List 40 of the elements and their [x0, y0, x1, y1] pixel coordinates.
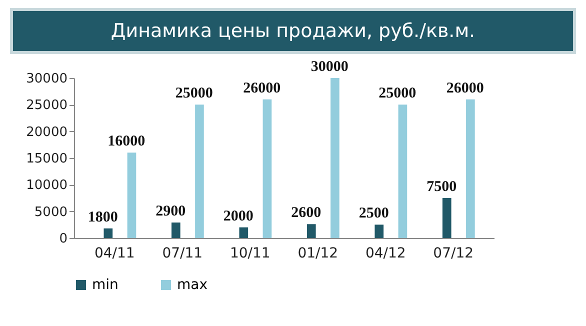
- legend-label: min: [92, 277, 118, 293]
- x-tick-label: 04/12: [365, 246, 406, 262]
- bar: [239, 227, 248, 238]
- bar: [262, 99, 272, 238]
- data-label: 2900: [156, 204, 186, 220]
- data-label: 25000: [378, 86, 416, 102]
- bar: [442, 198, 452, 238]
- data-label: 2600: [291, 205, 322, 222]
- x-tick-label: 07/12: [433, 246, 474, 262]
- bar: [398, 104, 408, 238]
- y-tick-label: 0: [59, 232, 68, 246]
- bar: [127, 152, 136, 238]
- data-label: 26000: [243, 80, 281, 96]
- data-label: 26000: [446, 80, 484, 96]
- bar: [195, 104, 204, 238]
- y-tick-label: 30000: [26, 72, 68, 86]
- y-tick-label: 20000: [26, 124, 68, 140]
- x-tick-label: 07/11: [162, 246, 203, 262]
- data-label: 1800: [88, 209, 118, 226]
- bar: [171, 222, 180, 238]
- x-tick-label: 10/11: [230, 246, 270, 262]
- bar: [306, 224, 316, 238]
- bar: [374, 224, 384, 238]
- bar: [104, 228, 113, 238]
- y-tick-label: 15000: [26, 152, 68, 166]
- y-tick-label: 25000: [26, 98, 68, 114]
- x-tick-label: 04/11: [94, 246, 135, 262]
- y-tick-label: 5000: [34, 204, 68, 220]
- y-tick-label: 10000: [26, 178, 68, 194]
- bar: [466, 99, 475, 238]
- x-tick-label: 01/12: [298, 246, 338, 262]
- chart-title: Динамика цены продажи, руб./кв.м.: [10, 8, 576, 54]
- data-label: 16000: [108, 134, 146, 150]
- data-label: 2500: [358, 206, 389, 222]
- data-label: 2000: [223, 208, 254, 224]
- data-label: 25000: [175, 86, 213, 102]
- bar: [330, 78, 340, 238]
- data-label: 30000: [310, 59, 348, 75]
- legend-label: max: [177, 277, 208, 293]
- data-label: 7500: [426, 179, 457, 195]
